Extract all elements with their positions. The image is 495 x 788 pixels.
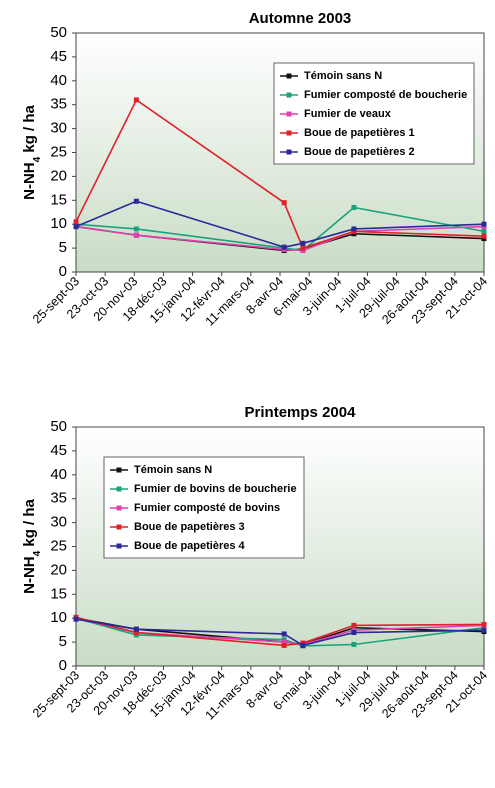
legend-label: Fumier de bovins de boucherie xyxy=(134,483,297,495)
legend-marker xyxy=(116,524,122,530)
y-tick-label: 10 xyxy=(50,609,67,626)
point xyxy=(351,226,357,232)
legend-box xyxy=(103,456,305,559)
y-tick-label: 20 xyxy=(50,561,67,578)
point xyxy=(133,232,139,238)
y-tick-label: 5 xyxy=(59,239,67,256)
point xyxy=(281,631,287,637)
y-tick-label: 30 xyxy=(50,514,67,531)
chart-title: Automne 2003 xyxy=(249,10,352,27)
legend-label: Fumier composté de bovins xyxy=(134,502,280,514)
point xyxy=(481,621,487,627)
legend-label: Boue de papetières 1 xyxy=(304,127,415,139)
point xyxy=(481,233,487,239)
y-tick-label: 10 xyxy=(50,215,67,232)
y-tick-label: 15 xyxy=(50,191,67,208)
y-axis-label: N-NH4 kg / ha xyxy=(21,498,43,593)
chart-title: Printemps 2004 xyxy=(245,404,357,421)
y-tick-label: 25 xyxy=(50,143,67,160)
point xyxy=(281,244,287,250)
legend-marker xyxy=(286,130,292,136)
point xyxy=(133,97,139,103)
y-tick-label: 0 xyxy=(59,657,67,674)
point xyxy=(351,630,357,636)
legend-marker xyxy=(286,92,292,98)
point xyxy=(73,616,79,622)
point xyxy=(133,226,139,232)
legend-marker xyxy=(116,467,122,473)
series-line xyxy=(75,225,485,252)
point xyxy=(300,642,306,648)
point xyxy=(133,630,139,636)
legend-label: Boue de papetières 2 xyxy=(304,146,415,158)
legend-marker xyxy=(286,149,292,155)
legend-marker xyxy=(286,73,292,79)
point xyxy=(481,221,487,227)
y-axis-label: N-NH4 kg / ha xyxy=(21,104,43,199)
point xyxy=(300,240,306,246)
y-axis-label-part: 4 xyxy=(32,156,43,162)
y-tick-label: 45 xyxy=(50,48,67,65)
legend-label: Témoin sans N xyxy=(134,464,212,476)
legend-marker xyxy=(116,543,122,549)
y-axis-label-part: 4 xyxy=(32,550,43,556)
point xyxy=(481,228,487,234)
series-line xyxy=(75,618,485,647)
legend-label: Fumier composté de boucherie xyxy=(304,89,467,101)
series-line xyxy=(75,98,485,250)
legend-label: Boue de papetières 4 xyxy=(134,540,246,552)
point xyxy=(351,622,357,628)
point xyxy=(73,224,79,230)
legend-label: Témoin sans N xyxy=(304,70,382,82)
y-tick-label: 15 xyxy=(50,585,67,602)
y-tick-label: 25 xyxy=(50,537,67,554)
y-tick-label: 35 xyxy=(50,96,67,113)
point xyxy=(133,198,139,204)
y-axis-label-part: kg / ha xyxy=(21,498,38,550)
legend-label: Fumier de veaux xyxy=(304,108,392,120)
legend-box xyxy=(273,62,475,165)
y-axis-label-part: N-NH xyxy=(21,162,38,200)
y-tick-label: 5 xyxy=(59,633,67,650)
y-axis-label-part: N-NH xyxy=(21,556,38,594)
point xyxy=(481,627,487,633)
point xyxy=(281,639,287,645)
y-tick-label: 50 xyxy=(50,24,67,41)
y-tick-label: 50 xyxy=(50,418,67,435)
point xyxy=(300,245,306,251)
point xyxy=(73,219,79,225)
series-line xyxy=(75,616,485,647)
y-axis-label-part: kg / ha xyxy=(21,104,38,156)
series-line xyxy=(75,200,485,248)
y-tick-label: 30 xyxy=(50,120,67,137)
legend-marker xyxy=(286,111,292,117)
point xyxy=(351,204,357,210)
point xyxy=(281,642,287,648)
y-tick-label: 40 xyxy=(50,466,67,483)
y-tick-label: 40 xyxy=(50,72,67,89)
y-tick-label: 45 xyxy=(50,442,67,459)
y-tick-label: 0 xyxy=(59,263,67,280)
point xyxy=(351,641,357,647)
legend-marker xyxy=(116,486,122,492)
point xyxy=(281,200,287,206)
point xyxy=(133,626,139,632)
legend-marker xyxy=(116,505,122,511)
y-tick-label: 35 xyxy=(50,490,67,507)
legend-label: Boue de papetières 3 xyxy=(134,521,245,533)
y-tick-label: 20 xyxy=(50,167,67,184)
